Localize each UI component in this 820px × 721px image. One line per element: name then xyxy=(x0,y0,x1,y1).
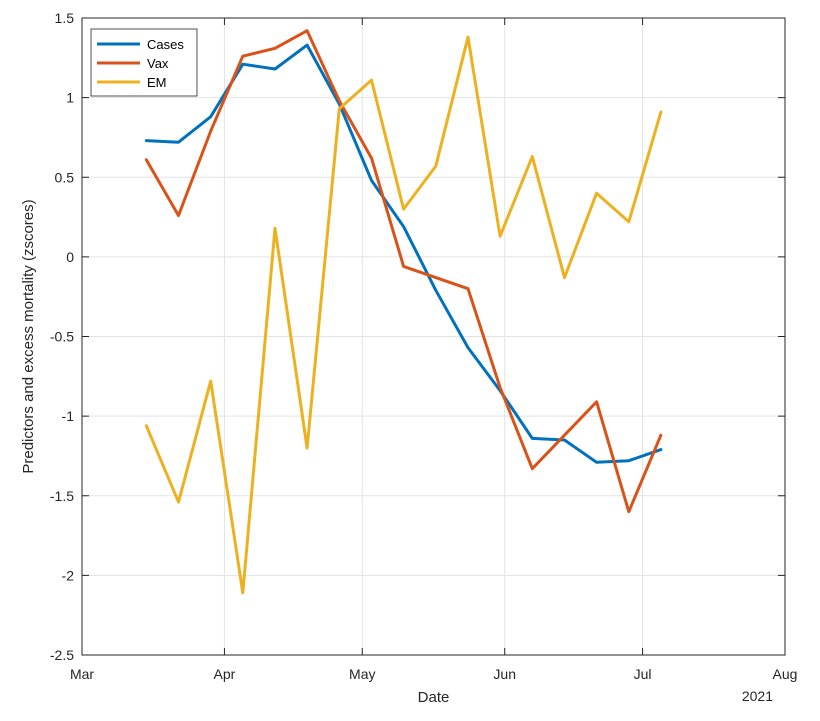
y-tick-label: -0.5 xyxy=(50,329,74,345)
series-line-em xyxy=(144,35,663,595)
x-tick-label: Apr xyxy=(214,666,236,682)
y-tick-label: 0.5 xyxy=(55,169,75,185)
series-lines xyxy=(144,29,663,595)
x-tick-label: May xyxy=(349,666,375,682)
series-line-vax xyxy=(144,29,663,514)
x-axis-label: Date xyxy=(418,689,450,706)
x-tick-label: Jul xyxy=(634,666,652,682)
y-tick-label: 0 xyxy=(66,249,74,265)
legend-label-cases: Cases xyxy=(147,37,184,52)
x-tick-label: Jun xyxy=(493,666,516,682)
y-axis-ticks: 1.5 1 0.5 0 -0.5 -1 -1.5 -2 -2.5 xyxy=(50,10,785,663)
x-axis-ticks: Mar Apr May Jun Jul Aug xyxy=(70,18,798,682)
y-tick-label: -1.5 xyxy=(50,488,74,504)
legend-label-vax: Vax xyxy=(147,56,169,71)
grid-lines xyxy=(81,17,786,656)
series-line-cases xyxy=(144,43,663,464)
x-tick-label: Aug xyxy=(773,666,798,682)
legend: Cases Vax EM xyxy=(90,28,198,97)
x-tick-label: Mar xyxy=(70,666,94,682)
y-tick-label: -1 xyxy=(62,408,75,424)
legend-label-em: EM xyxy=(147,75,167,90)
y-axis-label: Predictors and excess mortality (zscores… xyxy=(20,199,37,473)
y-tick-label: 1.5 xyxy=(55,10,75,26)
y-tick-label: -2 xyxy=(62,567,75,583)
x-axis-year-label: 2021 xyxy=(742,688,773,704)
y-tick-label: -2.5 xyxy=(50,647,74,663)
y-tick-label: 1 xyxy=(66,90,74,106)
